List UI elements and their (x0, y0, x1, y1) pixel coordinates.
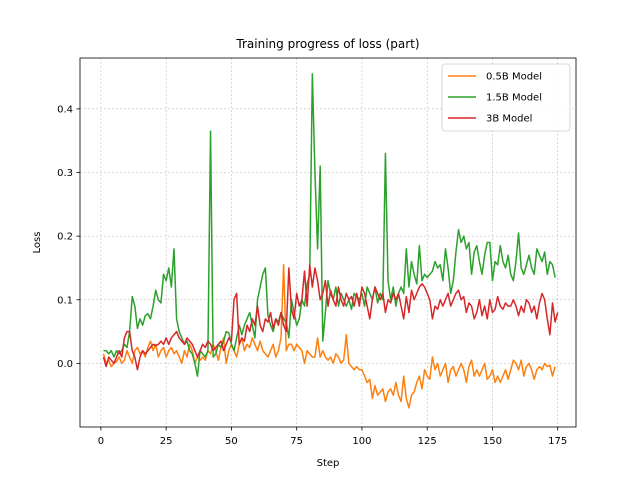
axis-ticks: 0 25 50 75 100 125 150 175 0.0 0.1 0.2 0.3 0.4 (57, 104, 567, 447)
y-tick-label: 0.4 (57, 104, 73, 115)
legend-box (441, 63, 571, 132)
x-tick-label: 100 (352, 436, 371, 447)
plot-frame (79, 57, 577, 428)
y-axis-label: Loss (32, 232, 43, 254)
y-tick-label: 0.0 (57, 359, 73, 370)
x-tick-label: 150 (483, 436, 502, 447)
legend-label: 1.5B Model (486, 93, 542, 104)
x-axis-label: Step (317, 458, 340, 469)
x-tick-label: 0 (98, 436, 104, 447)
x-tick-label: 25 (160, 436, 173, 447)
y-tick-label: 0.3 (57, 168, 73, 179)
y-tick-label: 0.1 (57, 295, 73, 306)
series-lines (102, 73, 559, 409)
grid (80, 58, 576, 427)
x-tick-label: 50 (225, 436, 238, 447)
x-tick-label: 125 (418, 436, 437, 447)
chart-title: Training progress of loss (part) (235, 37, 419, 51)
x-tick-label: 175 (548, 436, 567, 447)
legend-label: 3B Model (486, 114, 532, 125)
series-line-3 (102, 264, 559, 371)
legend-label: 0.5B Model (486, 72, 542, 83)
x-tick-label: 75 (290, 436, 303, 447)
series-line-1 (102, 264, 556, 409)
legend: 0.5B Model 1.5B Model 3B Model (441, 63, 571, 132)
y-tick-label: 0.2 (57, 232, 73, 243)
series-line-2 (103, 73, 556, 377)
